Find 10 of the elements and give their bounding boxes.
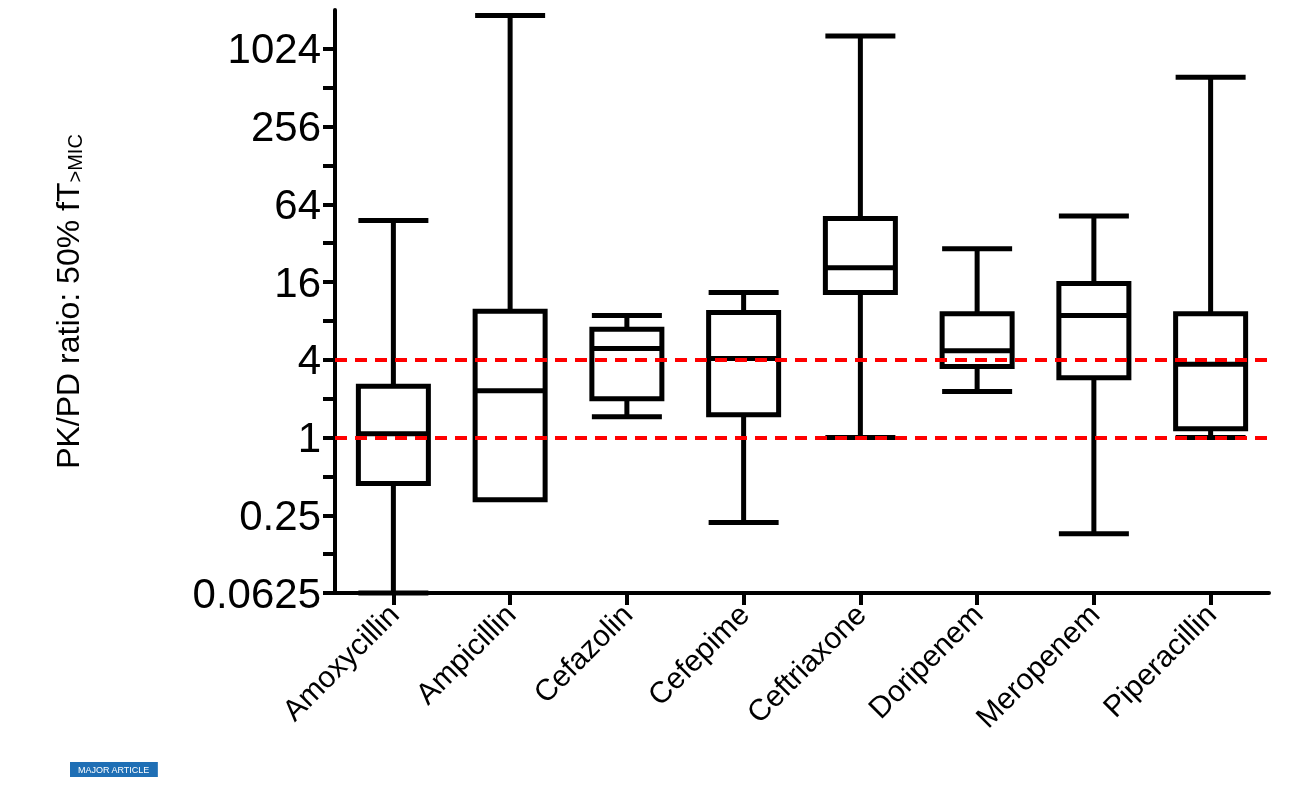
- y-tick-label: 4: [297, 336, 321, 384]
- y-tick-label: 64: [274, 180, 321, 228]
- text: MAJOR ARTICLE: [78, 764, 150, 775]
- y-axis-title: PK/PD ratio: 50% fT>MIC: [50, 134, 86, 469]
- y-tick-label: 1024: [227, 25, 321, 73]
- y-tick-label: 1: [297, 414, 321, 462]
- y-tick-label: 0.25: [239, 491, 321, 539]
- y-tick-label: 0.0625: [192, 569, 321, 617]
- y-tick-label: 256: [250, 103, 321, 151]
- y-tick-label: 16: [274, 258, 321, 306]
